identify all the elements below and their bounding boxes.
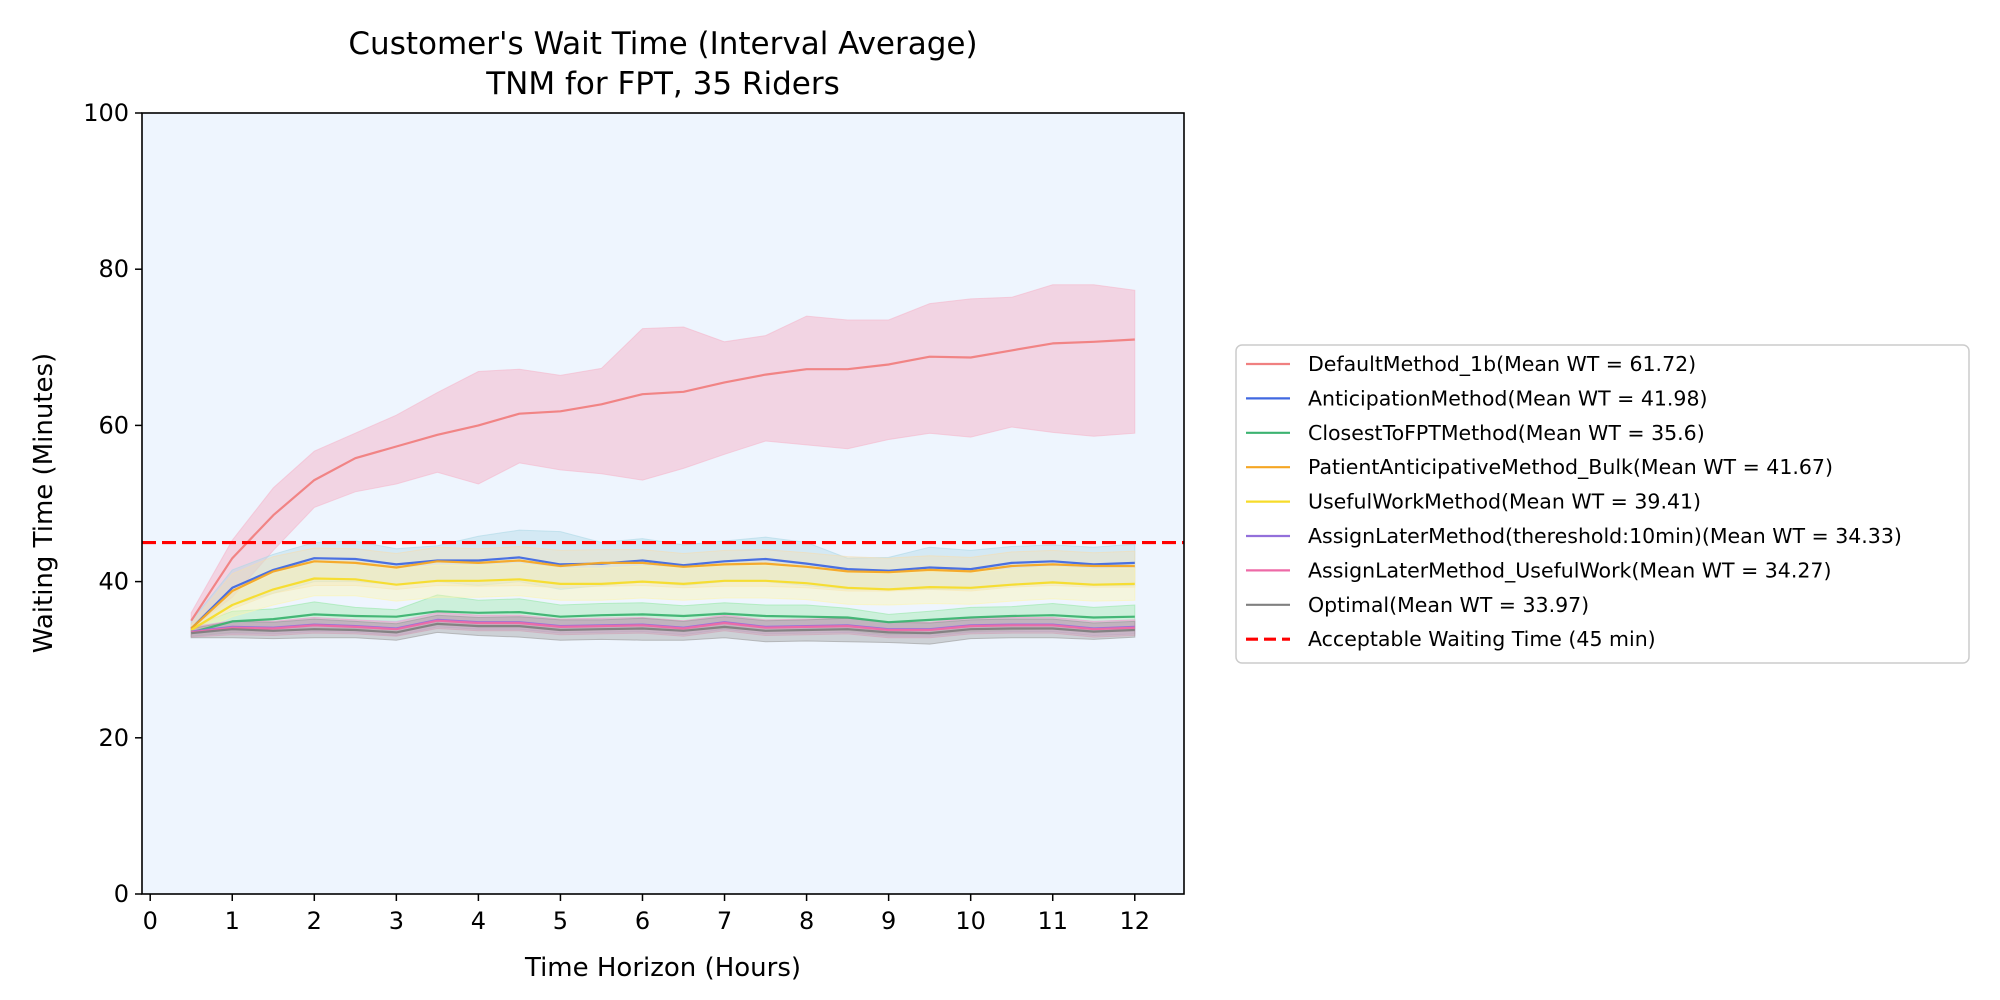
x-tick-label: 12 [1119,907,1150,935]
x-tick-label: 4 [471,907,486,935]
x-tick-label: 3 [389,907,404,935]
line-patientanticipativemethod-bulk [190,559,1135,630]
legend-item: AssignLaterMethod(thereshold:10min)(Mean… [1246,524,1902,548]
legend-box [1235,344,1970,664]
chart-subtitle: TNM for FPT, 35 Riders [485,66,839,102]
legend-label: AssignLaterMethod(thereshold:10min)(Mean… [1308,524,1902,548]
y-tick-label: 60 [98,411,129,439]
legend-item: UsefulWorkMethod(Mean WT = 39.41) [1246,490,1701,514]
series-lines [190,338,1135,635]
x-axis-label: Time Horizon (Hours) [524,953,801,983]
legend-label: DefaultMethod_1b(Mean WT = 61.72) [1308,352,1696,377]
legend-label: Acceptable Waiting Time (45 min) [1308,627,1656,651]
chart-title: Customer's Wait Time (Interval Average) [348,26,977,62]
line-optimal [191,622,1135,635]
legend-label: Optimal(Mean WT = 33.97) [1308,593,1589,617]
plot-frame [141,112,1185,895]
x-tick-label: 2 [307,907,322,935]
x-tick-label: 6 [635,907,650,935]
y-tick-label: 100 [83,99,129,127]
legend-label: UsefulWorkMethod(Mean WT = 39.41) [1308,490,1701,514]
legend-item: ClosestToFPTMethod(Mean WT = 35.6) [1246,421,1705,445]
legend-item: Optimal(Mean WT = 33.97) [1246,593,1589,617]
x-tick-label: 9 [881,907,896,935]
x-tick-label: 5 [553,907,568,935]
legend-item: DefaultMethod_1b(Mean WT = 61.72) [1246,352,1696,377]
x-tick-label: 11 [1037,907,1068,935]
legend-label: AnticipationMethod(Mean WT = 41.98) [1308,386,1708,410]
legend-label: PatientAnticipativeMethod_Bulk(Mean WT =… [1308,455,1833,480]
line-assignlatermethod-usefulwork [191,619,1135,634]
x-tick-label: 7 [717,907,732,935]
y-tick-label: 20 [98,724,129,752]
legend-item: Acceptable Waiting Time (45 min) [1246,627,1656,651]
band-defaultmethod-1b [190,284,1136,630]
legend-label: ClosestToFPTMethod(Mean WT = 35.6) [1308,421,1705,445]
legend-item: AssignLaterMethod_UsefulWork(Mean WT = 3… [1246,558,1831,583]
y-axis-label: Waiting Time (Minutes) [29,353,59,653]
y-tick-label: 80 [98,255,129,283]
line-usefulworkmethod [190,577,1135,631]
x-tick-label: 8 [799,907,814,935]
line-anticipationmethod [190,556,1135,630]
line-closesttofptmethod [190,610,1135,634]
x-tick-label: 1 [225,907,240,935]
legend-entries: DefaultMethod_1b(Mean WT = 61.72) Anticip… [1246,352,1902,651]
band-usefulworkmethod [190,561,1136,634]
y-tick-label: 40 [98,568,129,596]
legend-item: PatientAnticipativeMethod_Bulk(Mean WT =… [1246,455,1833,480]
legend: DefaultMethod_1b(Mean WT = 61.72) Anticip… [1235,344,1970,664]
legend-label: AssignLaterMethod_UsefulWork(Mean WT = 3… [1308,558,1831,583]
x-axis-ticks: 0 1 2 3 4 5 6 7 8 9 10 11 12 [143,894,1150,935]
x-tick-label: 10 [955,907,986,935]
line-defaultmethod-1b [190,338,1135,622]
y-tick-label: 0 [114,880,129,908]
x-tick-label: 0 [143,907,158,935]
legend-item: AnticipationMethod(Mean WT = 41.98) [1246,386,1708,410]
y-axis-ticks: 0 20 40 60 80 100 [83,99,142,908]
